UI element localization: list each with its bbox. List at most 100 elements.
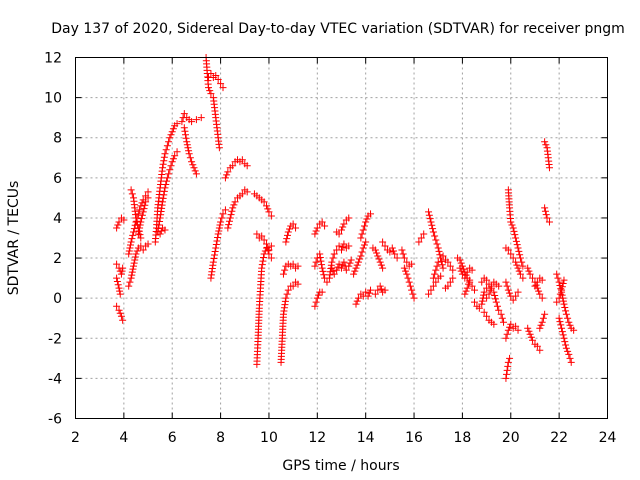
data-point-marker	[512, 258, 520, 266]
data-point-marker	[404, 274, 412, 282]
trace-t08	[134, 194, 152, 238]
data-point-marker	[367, 286, 375, 294]
data-point-marker	[281, 266, 289, 274]
x-tick-label: 10	[260, 430, 278, 446]
data-point-marker	[183, 138, 191, 146]
data-point-marker	[258, 232, 266, 240]
data-point-marker	[531, 282, 539, 290]
trace-t43	[441, 274, 457, 292]
data-point-marker	[335, 230, 343, 238]
data-point-marker	[444, 282, 452, 290]
data-point-marker	[119, 316, 127, 324]
trace-t51	[490, 288, 508, 326]
data-point-marker	[116, 290, 124, 298]
data-point-marker	[173, 148, 181, 156]
y-tick-label: 2	[53, 251, 62, 267]
data-point-marker	[169, 155, 177, 163]
data-point-marker	[457, 259, 465, 267]
data-point-marker	[159, 164, 167, 172]
data-point-marker	[229, 204, 237, 212]
data-point-marker	[113, 302, 121, 310]
plot-frame	[75, 57, 608, 419]
data-point-marker	[340, 240, 348, 248]
trace-t57	[524, 324, 544, 354]
data-point-marker	[161, 150, 169, 158]
data-point-marker	[538, 318, 546, 326]
data-point-marker	[403, 270, 411, 278]
data-point-marker	[130, 262, 138, 270]
data-point-marker	[525, 327, 533, 335]
data-point-marker	[217, 218, 225, 226]
data-point-marker	[264, 205, 272, 213]
data-point-marker	[317, 257, 325, 265]
data-point-marker	[437, 272, 445, 280]
data-point-marker	[289, 260, 297, 268]
data-point-marker	[214, 76, 222, 84]
trace-t45	[456, 264, 476, 282]
data-point-marker	[386, 248, 394, 256]
data-point-marker	[113, 224, 121, 232]
data-point-marker	[132, 250, 140, 258]
data-point-marker	[532, 281, 540, 289]
data-point-marker	[514, 264, 522, 272]
data-point-marker	[328, 258, 336, 266]
data-point-marker	[183, 141, 191, 149]
data-point-marker	[446, 262, 454, 270]
data-point-marker	[432, 236, 440, 244]
data-point-marker	[431, 232, 439, 240]
data-point-marker	[311, 302, 319, 310]
data-point-marker	[408, 286, 416, 294]
data-point-marker	[125, 247, 133, 255]
trace-t22	[277, 278, 302, 366]
trace-t37	[400, 264, 418, 302]
data-point-marker	[504, 246, 512, 254]
data-point-marker	[328, 264, 336, 272]
data-point-marker	[558, 328, 566, 336]
data-point-marker	[478, 300, 486, 308]
data-point-marker	[425, 211, 433, 219]
data-point-marker	[313, 224, 321, 232]
data-point-marker	[429, 282, 437, 290]
data-point-marker	[449, 274, 457, 282]
data-point-marker	[525, 267, 533, 275]
data-point-marker	[371, 290, 379, 298]
data-point-marker	[360, 241, 368, 249]
data-point-marker	[464, 280, 472, 288]
data-point-marker	[415, 238, 423, 246]
data-point-marker	[516, 254, 524, 262]
data-point-marker	[156, 217, 164, 225]
data-point-marker	[439, 264, 447, 272]
data-point-marker	[425, 208, 433, 216]
data-point-marker	[374, 286, 382, 294]
data-point-marker	[429, 274, 437, 282]
data-point-marker	[426, 215, 434, 223]
trace-t60	[536, 310, 549, 332]
data-point-marker	[346, 259, 354, 267]
data-point-marker	[141, 201, 149, 209]
data-point-marker	[381, 286, 389, 294]
data-point-marker	[119, 264, 127, 272]
data-point-marker	[429, 228, 437, 236]
trace-t39	[415, 230, 428, 246]
data-point-marker	[409, 290, 417, 298]
data-point-marker	[347, 256, 355, 264]
data-point-marker	[214, 230, 222, 238]
trace-t56	[502, 278, 522, 304]
data-point-marker	[225, 217, 233, 225]
data-point-marker	[524, 264, 532, 272]
data-point-marker	[471, 286, 478, 294]
data-point-marker	[173, 120, 181, 128]
x-tick-label: 16	[405, 430, 423, 446]
data-point-marker	[192, 170, 200, 178]
data-point-marker	[171, 152, 179, 160]
data-point-marker	[338, 226, 345, 234]
data-point-marker	[561, 338, 569, 346]
data-point-marker	[542, 141, 550, 149]
trace-t13	[180, 124, 200, 178]
data-point-marker	[214, 233, 222, 241]
data-points	[113, 54, 578, 382]
data-point-marker	[562, 341, 570, 349]
data-point-marker	[182, 134, 190, 142]
trace-t65	[555, 314, 575, 366]
data-point-marker	[258, 261, 266, 269]
